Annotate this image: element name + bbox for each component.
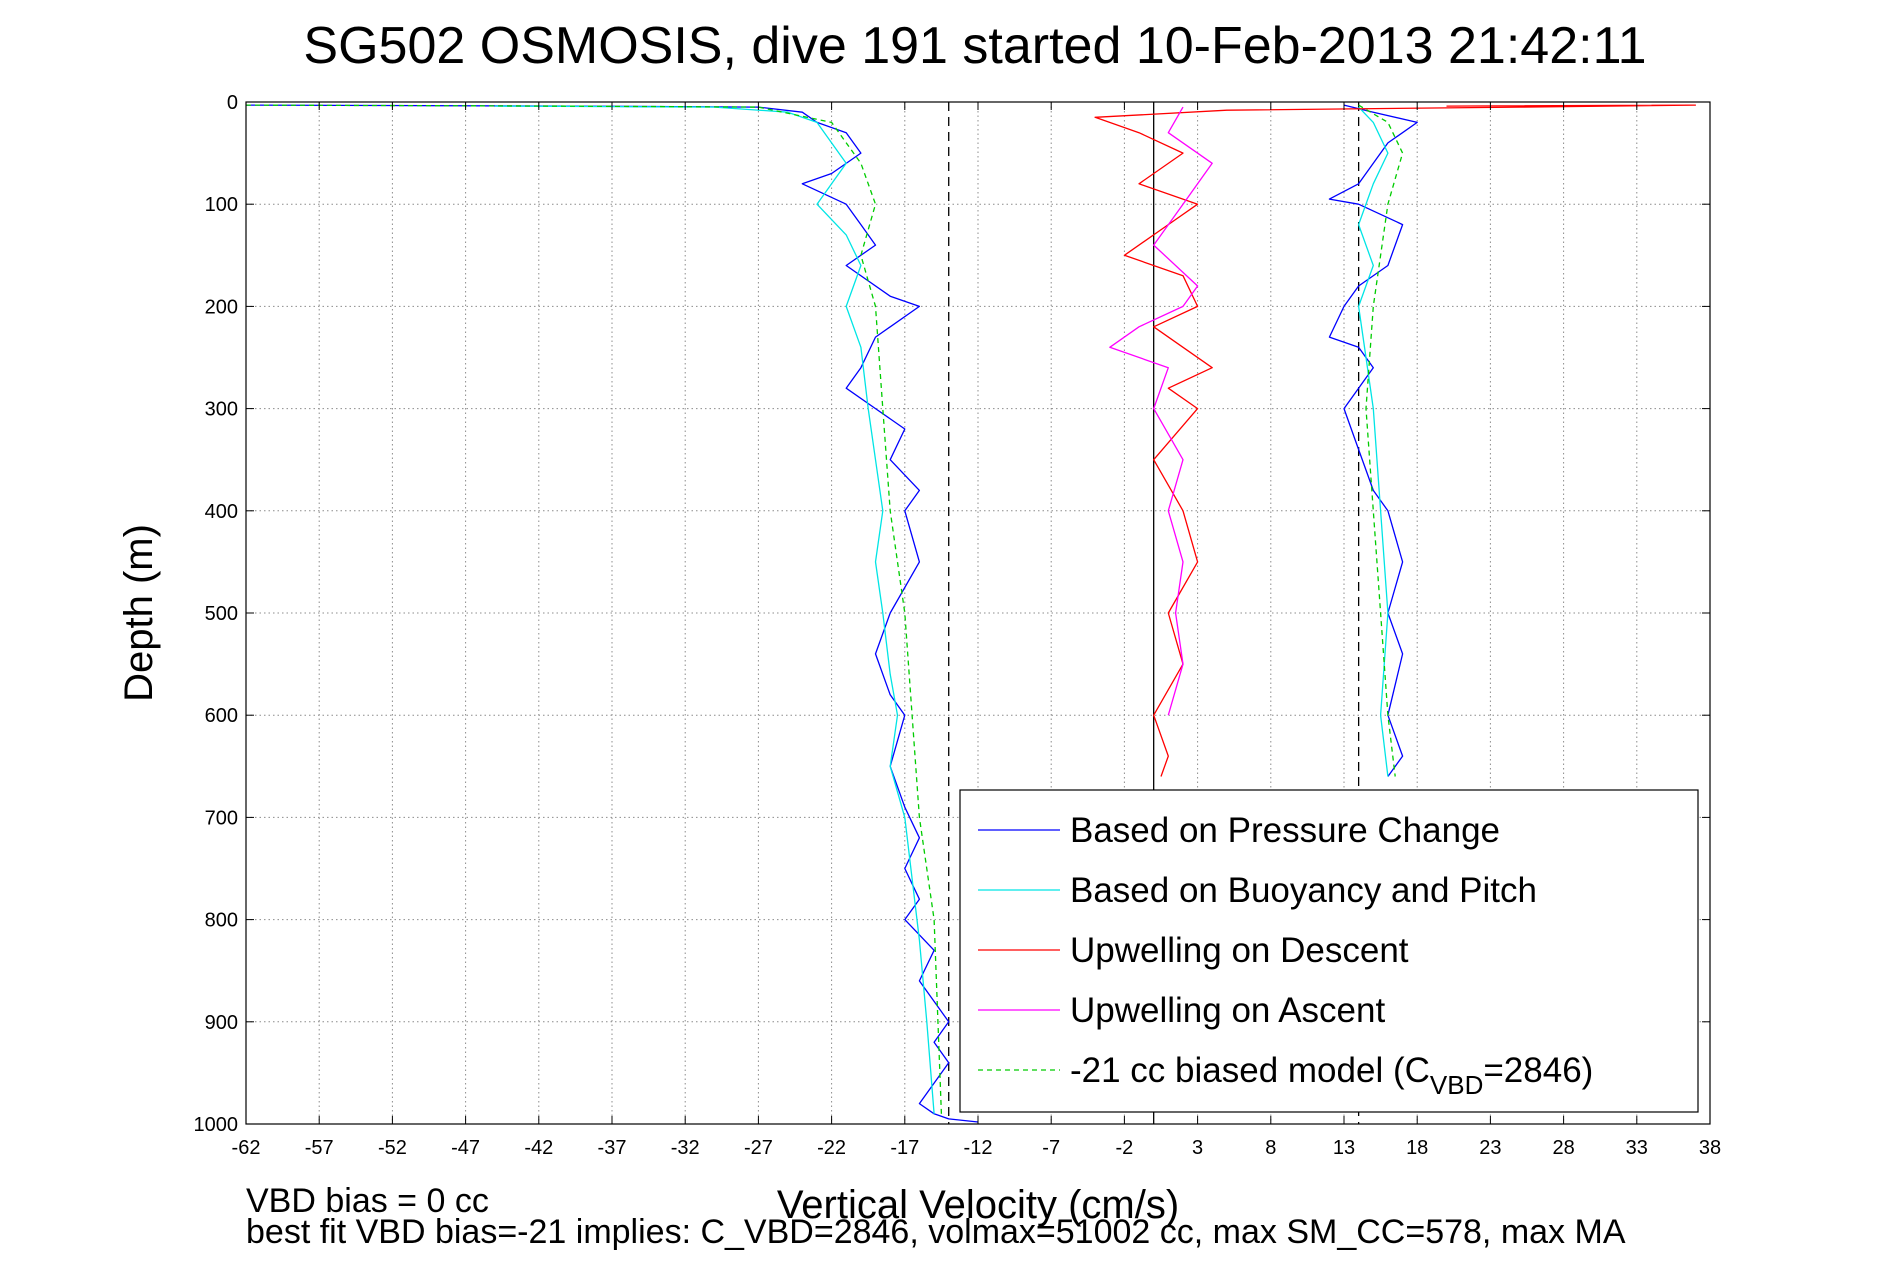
y-tick-label: 0 [227,92,238,114]
legend-label: Based on Pressure Change [1070,811,1500,850]
x-axis-label: Vertical Velocity (cm/s) [777,1183,1179,1227]
y-tick-label: 400 [205,501,238,523]
annotation-best-fit: best fit VBD bias=-21 implies: C_VBD=284… [246,1213,1626,1251]
legend-label: Upwelling on Descent [1070,931,1409,970]
x-tick-label: 13 [1333,1137,1355,1159]
x-tick-label: 3 [1192,1137,1203,1159]
legend-label-subscript: VBD [1430,1070,1483,1100]
series-line [1328,104,1418,777]
series-line [1094,104,1697,777]
x-tick-label: -52 [378,1137,407,1159]
y-axis-label: Depth (m) [117,524,161,702]
legend-label-text: Upwelling on Ascent [1070,991,1385,1030]
y-tick-label: 600 [205,705,238,727]
legend-label-text: Based on Buoyancy and Pitch [1070,871,1537,910]
x-tick-label: -2 [1116,1137,1134,1159]
x-axis-ticks: -62 -57 -52 -47 -42 -37 -32 -27 -22 -17 -12 -7 -2 3 8 1… [232,102,1721,1159]
x-tick-label: 23 [1479,1137,1501,1159]
x-tick-label: 38 [1699,1137,1721,1159]
series-line [1109,106,1213,716]
series-line [245,104,943,1114]
legend-label: Upwelling on Ascent [1070,991,1385,1030]
y-axis-ticks: 0 100 200 300 400 500 600 700 800 900 1000 [194,92,1710,1136]
x-tick-label: -47 [451,1137,480,1159]
x-tick-label: -62 [232,1137,261,1159]
legend-label: -21 cc biased model (CVBD=2846) [1070,1051,1593,1100]
legend: Based on Pressure Change Based on Buoyanc… [959,789,1699,1113]
y-tick-label: 100 [205,194,238,216]
legend-label-text: Based on Pressure Change [1070,811,1500,850]
legend-label: Based on Buoyancy and Pitch [1070,871,1537,910]
series-group [245,104,1697,1123]
x-tick-label: -7 [1042,1137,1060,1159]
x-tick-label: 8 [1265,1137,1276,1159]
y-tick-label: 500 [205,603,238,625]
x-tick-label: -37 [598,1137,627,1159]
annotation-vbd-bias: VBD bias = 0 cc [246,1182,489,1220]
x-tick-label: -17 [890,1137,919,1159]
x-tick-label: -27 [744,1137,773,1159]
chart-title: SG502 OSMOSIS, dive 191 started 10-Feb-2… [303,17,1646,75]
y-tick-label: 300 [205,399,238,421]
legend-box [959,789,1699,1113]
series-line [245,104,979,1123]
x-tick-label: 18 [1406,1137,1428,1159]
legend-items: Based on Pressure Change Based on Buoyanc… [978,811,1593,1100]
legend-label-suffix: =2846) [1483,1051,1593,1090]
x-tick-label: -22 [817,1137,846,1159]
y-tick-label: 700 [205,807,238,829]
x-tick-label: -57 [305,1137,334,1159]
x-tick-label: 33 [1626,1137,1648,1159]
y-tick-label: 900 [205,1012,238,1034]
y-tick-label: 200 [205,296,238,318]
y-tick-label: 1000 [194,1114,239,1136]
series-line [494,105,935,1114]
x-tick-label: -32 [671,1137,700,1159]
legend-label-text: -21 cc biased model (C [1070,1051,1430,1090]
x-tick-label: -12 [964,1137,993,1159]
legend-label-text: Upwelling on Descent [1070,931,1409,970]
x-tick-label: 28 [1552,1137,1574,1159]
series-line [1357,106,1389,777]
y-tick-label: 800 [205,910,238,932]
x-tick-label: -42 [524,1137,553,1159]
